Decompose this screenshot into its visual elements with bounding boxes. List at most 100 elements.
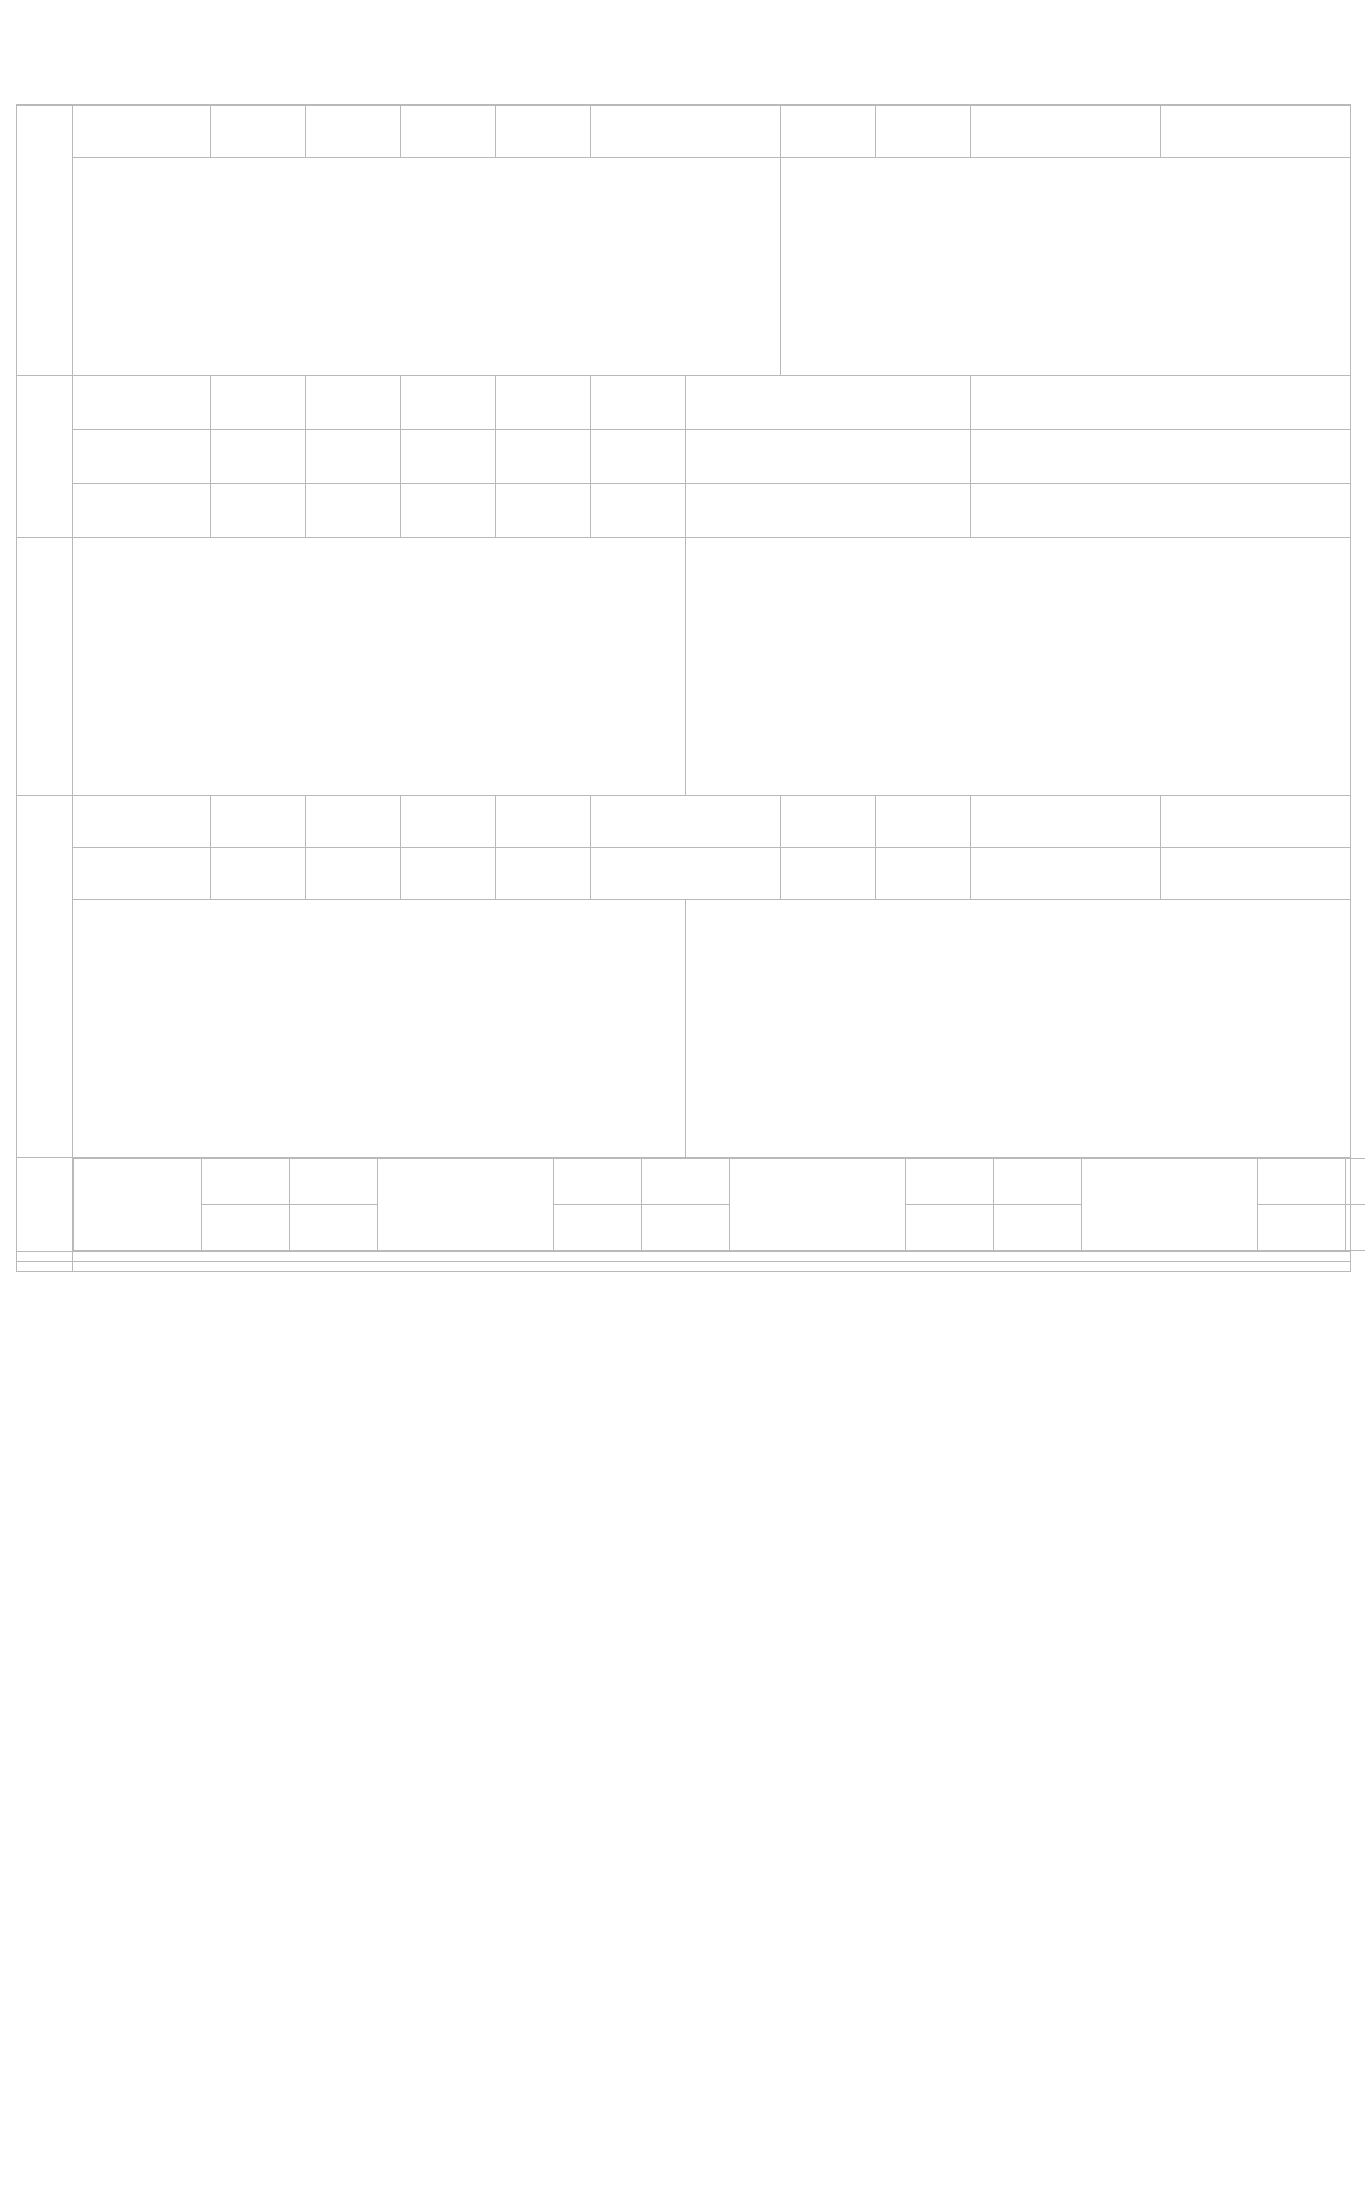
receipt-label-cum-yoy xyxy=(969,795,1161,848)
section-label-inspection xyxy=(15,105,74,376)
receipt-label-forecast xyxy=(72,847,212,900)
textile-name-domestic xyxy=(73,1158,203,1251)
price-col-india-reserve xyxy=(969,375,1352,430)
section-label-price-charts xyxy=(15,537,74,796)
report-header xyxy=(0,0,1365,104)
price-row-label-change xyxy=(72,483,212,538)
price-row-label-today xyxy=(72,429,212,484)
price-change-spread xyxy=(400,483,497,538)
textile-value-vietnam xyxy=(905,1204,995,1251)
report-table xyxy=(15,104,1365,1272)
chart-receipt-change xyxy=(72,899,686,1158)
section-label-price xyxy=(15,375,74,538)
section-label-macro xyxy=(15,1261,74,1272)
inspection-chart-row xyxy=(17,157,1352,376)
receipt-value-yoy xyxy=(590,795,781,848)
inspection-value-cum xyxy=(874,105,971,158)
inspection-stat-row xyxy=(15,105,1352,376)
chart-cn-us-spread xyxy=(72,537,686,796)
textile-change-domestic xyxy=(289,1204,379,1251)
receipt-value-forecast xyxy=(210,847,307,900)
inspection-label-daily xyxy=(72,105,212,158)
textile-change-india xyxy=(641,1204,731,1251)
textile-name-spread xyxy=(1081,1158,1259,1251)
inspection-label-mom xyxy=(305,105,402,158)
receipt-value-daily xyxy=(210,795,307,848)
price-today-india-reserve xyxy=(969,429,1352,484)
price-col-zhengmian01 xyxy=(210,375,307,430)
textile-value-spread xyxy=(1257,1204,1347,1251)
receipt-value-mainland xyxy=(1159,847,1352,900)
chart-xinjiang-daily-inspection xyxy=(72,157,781,376)
receipt-label-xinjiang xyxy=(779,847,876,900)
textile-col-current-2 xyxy=(905,1158,995,1205)
section-label-industry xyxy=(15,1251,74,1262)
price-change-mm-month xyxy=(590,483,686,538)
receipt-label-mainland xyxy=(969,847,1161,900)
price-today-spread xyxy=(400,429,497,484)
inspection-value-mom xyxy=(400,105,497,158)
receipt-value-forecast-mom xyxy=(400,847,497,900)
macro-row xyxy=(15,1261,1351,1272)
textile-value-india xyxy=(553,1204,643,1251)
price-today-india-spot xyxy=(685,429,971,484)
price-value-row-today xyxy=(17,429,1352,484)
price-col-mm-month xyxy=(590,375,686,430)
textile-name-india xyxy=(377,1158,555,1251)
price-col-meimian12 xyxy=(305,375,402,430)
receipt-stat-row-2 xyxy=(17,847,1352,900)
receipt-label-mom xyxy=(305,795,402,848)
inspection-value-cum-yoy xyxy=(1159,105,1352,158)
receipt-label-forecast-mom xyxy=(305,847,402,900)
receipt-label-forecast-yoy xyxy=(495,847,592,900)
price-today-zm01 xyxy=(210,429,307,484)
textile-col-current-3 xyxy=(1257,1158,1347,1205)
price-today-mm12 xyxy=(305,429,402,484)
textile-col-current-1 xyxy=(553,1158,643,1205)
price-header-row xyxy=(15,375,1352,538)
inspection-value-daily xyxy=(210,105,307,158)
industry-news xyxy=(72,1251,1351,1262)
macro-news xyxy=(72,1261,1351,1272)
price-col-zm-month xyxy=(495,375,592,430)
receipt-stat-row-1 xyxy=(15,795,1352,1158)
inspection-value-yoy xyxy=(590,105,781,158)
section-label-textile xyxy=(15,1157,74,1252)
chart-xinjiang-cumulative-inspection xyxy=(779,157,1352,376)
inspection-label-cum-yoy xyxy=(969,105,1161,158)
price-col-spread xyxy=(400,375,497,430)
receipt-value-mom xyxy=(400,795,497,848)
price-change-zm-month xyxy=(495,483,592,538)
price-col-blank xyxy=(72,375,212,430)
textile-table-cell xyxy=(72,1157,1365,1252)
textile-col-change-2 xyxy=(993,1158,1083,1205)
price-col-india-spot xyxy=(685,375,971,430)
receipt-chart-row xyxy=(17,899,1351,1158)
textile-col-change-3 xyxy=(1345,1158,1365,1205)
receipt-value-xinjiang xyxy=(874,847,971,900)
price-change-zm01 xyxy=(210,483,307,538)
textile-change-spread xyxy=(1345,1204,1365,1251)
textile-value-domestic xyxy=(201,1204,291,1251)
price-change-mm12 xyxy=(305,483,402,538)
receipt-value-cum xyxy=(874,795,971,848)
price-value-row-change xyxy=(17,483,1352,538)
textile-name-vietnam xyxy=(729,1158,907,1251)
industry-row xyxy=(15,1251,1351,1262)
receipt-label-cum xyxy=(779,795,876,848)
textile-value-row xyxy=(74,1204,1365,1251)
inspection-label-yoy xyxy=(495,105,592,158)
price-change-india-spot xyxy=(685,483,971,538)
textile-col-change-0 xyxy=(289,1158,379,1205)
price-today-zm-month xyxy=(495,429,592,484)
chart-india-spot xyxy=(685,537,1351,796)
textile-table xyxy=(73,1158,1365,1251)
inspection-label-cum xyxy=(779,105,876,158)
price-today-mm-month xyxy=(590,429,686,484)
receipt-value-forecast-yoy xyxy=(590,847,781,900)
textile-col-current-0 xyxy=(201,1158,291,1205)
price-change-india-reserve xyxy=(969,483,1352,538)
textile-col-change-1 xyxy=(641,1158,731,1205)
textile-change-vietnam xyxy=(993,1204,1083,1251)
